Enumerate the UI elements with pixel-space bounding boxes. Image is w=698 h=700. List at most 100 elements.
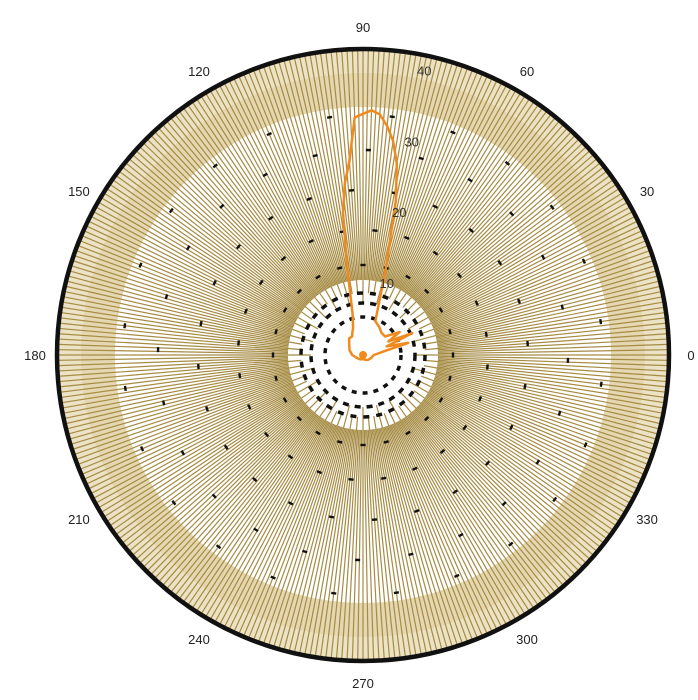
ring-marker xyxy=(432,250,439,256)
spoke-line xyxy=(426,192,622,316)
spoke-line xyxy=(374,428,412,657)
spoke-line xyxy=(437,359,668,377)
ring-marker xyxy=(274,375,278,382)
spoke-line xyxy=(428,390,631,504)
ring-marker xyxy=(566,357,570,363)
spoke-line xyxy=(408,114,552,297)
spoke-line xyxy=(278,426,343,649)
spoke-line xyxy=(436,296,663,342)
spoke-line xyxy=(371,429,401,658)
spoke-line xyxy=(128,158,316,316)
spoke-line xyxy=(115,398,303,535)
ring-marker xyxy=(408,552,414,557)
spoke-line xyxy=(174,114,318,297)
spoke-line xyxy=(437,362,667,388)
spoke-line xyxy=(435,280,660,338)
spoke-line xyxy=(413,131,572,301)
ring-marker xyxy=(501,501,507,507)
spoke-line xyxy=(436,366,665,404)
spoke-line xyxy=(430,220,638,323)
ring-marker xyxy=(271,352,275,358)
spoke-line xyxy=(58,358,289,372)
spoke-line xyxy=(426,393,625,513)
spoke-line xyxy=(288,58,346,283)
spoke-line xyxy=(388,410,493,632)
spoke-line xyxy=(128,394,316,552)
spoke-line xyxy=(191,101,322,294)
ring-marker xyxy=(164,294,169,300)
spoke-line xyxy=(422,170,607,311)
ring-marker xyxy=(540,254,546,260)
spoke-line xyxy=(417,146,587,305)
spoke-line xyxy=(398,405,539,606)
spoke-line xyxy=(330,429,356,659)
spoke-line xyxy=(413,367,658,435)
spoke-line xyxy=(433,378,652,455)
spoke-line xyxy=(417,405,587,564)
spoke-line xyxy=(435,285,661,339)
ring-marker xyxy=(424,416,430,422)
spoke-line xyxy=(386,425,463,644)
spoke-line xyxy=(380,427,438,652)
spoke-line xyxy=(432,240,647,328)
spoke-line xyxy=(64,370,290,419)
spoke-line xyxy=(367,50,385,281)
spoke-line xyxy=(178,111,319,296)
ring-marker xyxy=(262,172,268,178)
spoke-line xyxy=(390,71,478,286)
spoke-line xyxy=(421,400,604,544)
spoke-line xyxy=(288,427,346,652)
ring-marker xyxy=(360,263,366,267)
spoke-line xyxy=(135,150,308,306)
ring-marker xyxy=(552,496,558,503)
ring-marker xyxy=(223,444,229,451)
spoke-line xyxy=(330,51,356,281)
spoke-line xyxy=(60,364,289,399)
spoke-line xyxy=(403,417,530,612)
spoke-line xyxy=(431,383,644,475)
spoke-line xyxy=(418,150,591,306)
spoke-line xyxy=(424,396,617,527)
series-layer xyxy=(341,109,414,362)
spoke-line xyxy=(58,333,289,351)
spoke-line xyxy=(200,96,324,292)
spoke-line xyxy=(346,429,360,660)
spoke-line xyxy=(84,384,295,480)
spoke-line xyxy=(95,206,298,320)
ring-marker xyxy=(468,227,474,234)
spoke-line xyxy=(278,61,343,284)
spoke-line xyxy=(106,395,301,522)
ring-marker xyxy=(355,558,361,562)
spoke-line xyxy=(404,416,535,609)
spoke-line xyxy=(293,57,347,283)
spoke-line xyxy=(351,50,361,281)
spoke-line xyxy=(162,124,315,299)
spoke-line xyxy=(132,403,307,556)
spoke-line xyxy=(372,52,407,281)
ring-marker xyxy=(205,405,209,412)
angle-tick-label: 60 xyxy=(520,64,534,79)
spoke-line xyxy=(76,250,305,335)
spoke-line xyxy=(388,78,493,300)
ring-marker xyxy=(331,591,337,595)
spoke-line xyxy=(74,378,293,455)
spoke-line xyxy=(399,138,580,319)
spoke-line xyxy=(243,423,335,636)
spoke-line xyxy=(402,120,560,308)
spoke-line xyxy=(299,56,348,282)
ring-marker xyxy=(326,115,333,119)
spoke-line xyxy=(432,382,647,470)
spoke-line xyxy=(200,418,324,614)
ring-marker xyxy=(523,383,527,390)
spoke-line xyxy=(396,82,503,289)
spoke-line xyxy=(413,390,614,531)
spoke-line xyxy=(58,355,289,361)
ring-marker xyxy=(526,340,529,347)
ring-marker xyxy=(336,440,343,444)
spoke-line xyxy=(69,375,292,440)
spoke-line xyxy=(304,55,350,282)
spoke-line xyxy=(183,107,320,295)
angle-tick-label: 120 xyxy=(188,64,210,79)
spoke-line xyxy=(104,394,300,518)
spoke-line xyxy=(273,426,342,647)
